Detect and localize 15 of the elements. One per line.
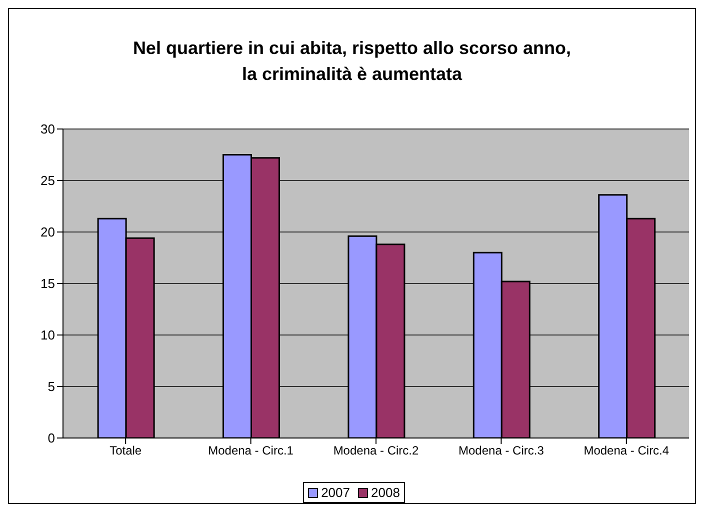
y-tick-label: 25 <box>40 173 55 188</box>
x-tick-label: Modena - Circ.1 <box>208 444 294 458</box>
x-tick-label: Modena - Circ.4 <box>584 444 670 458</box>
y-tick-label: 20 <box>40 224 55 240</box>
x-tick-label: Modena - Circ.2 <box>333 444 420 458</box>
legend-label: 2007 <box>320 485 350 500</box>
chart-title: Nel quartiere in cui abita, rispetto allo scorso anno, la criminalità è aumentata <box>132 37 572 86</box>
x-tick-label: Modena - Circ.3 <box>458 444 544 458</box>
y-tick-label: 30 <box>40 122 55 137</box>
y-tick-label: 10 <box>40 328 55 343</box>
y-tick-label: 0 <box>48 430 55 446</box>
y-tick-label: 5 <box>48 379 55 394</box>
legend-label: 2008 <box>370 485 400 500</box>
y-tick-label: 15 <box>40 276 55 292</box>
x-tick-label: Totale <box>110 444 142 458</box>
